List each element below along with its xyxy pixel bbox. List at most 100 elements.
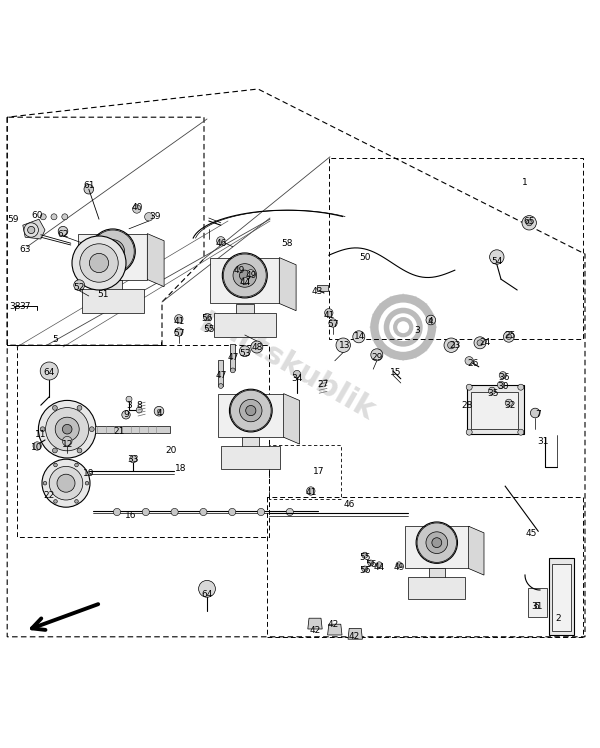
Text: 4: 4 xyxy=(156,408,162,417)
Circle shape xyxy=(376,562,382,568)
Circle shape xyxy=(526,220,532,226)
Circle shape xyxy=(89,254,109,272)
Circle shape xyxy=(89,427,94,432)
Circle shape xyxy=(91,230,134,273)
Text: 13: 13 xyxy=(339,340,351,350)
Text: 28: 28 xyxy=(461,401,472,410)
Circle shape xyxy=(77,448,82,453)
Circle shape xyxy=(75,463,78,467)
Text: 24: 24 xyxy=(479,338,490,347)
Text: 36: 36 xyxy=(498,373,510,381)
Polygon shape xyxy=(284,393,299,444)
Circle shape xyxy=(506,334,511,340)
Text: 64: 64 xyxy=(202,590,212,599)
Circle shape xyxy=(362,552,368,558)
Text: 39: 39 xyxy=(149,212,161,221)
Circle shape xyxy=(84,185,94,194)
Ellipse shape xyxy=(413,296,417,301)
Circle shape xyxy=(199,580,215,597)
Circle shape xyxy=(362,566,368,572)
Circle shape xyxy=(200,509,207,515)
Ellipse shape xyxy=(372,313,377,317)
Text: 48: 48 xyxy=(251,343,262,352)
Text: 3: 3 xyxy=(414,326,420,335)
Text: 54: 54 xyxy=(491,257,502,266)
Text: 44: 44 xyxy=(374,562,385,571)
Text: 50: 50 xyxy=(359,253,371,262)
Circle shape xyxy=(426,315,436,325)
Text: 8: 8 xyxy=(136,401,142,410)
Text: 35: 35 xyxy=(487,389,499,398)
Ellipse shape xyxy=(401,293,405,298)
Text: 56: 56 xyxy=(201,314,213,323)
Text: 49: 49 xyxy=(394,562,404,571)
Text: 37: 37 xyxy=(19,302,31,311)
Text: 47: 47 xyxy=(227,353,238,362)
Circle shape xyxy=(448,342,455,349)
Text: 65: 65 xyxy=(523,216,535,225)
Text: 53: 53 xyxy=(239,349,251,358)
Circle shape xyxy=(251,341,263,353)
Circle shape xyxy=(62,424,72,434)
Text: 31: 31 xyxy=(531,602,543,611)
Text: 21: 21 xyxy=(113,426,124,435)
Circle shape xyxy=(49,467,83,500)
Text: 58: 58 xyxy=(281,239,293,248)
Circle shape xyxy=(417,523,457,562)
Circle shape xyxy=(85,482,89,485)
Text: 9: 9 xyxy=(123,411,129,420)
Circle shape xyxy=(368,560,374,566)
Circle shape xyxy=(325,309,333,317)
Circle shape xyxy=(113,509,121,515)
Text: 45: 45 xyxy=(526,529,536,538)
Text: 25: 25 xyxy=(505,331,515,340)
Polygon shape xyxy=(348,628,362,640)
Text: 43: 43 xyxy=(311,286,322,295)
Circle shape xyxy=(175,328,183,336)
Circle shape xyxy=(286,509,293,515)
Text: 56: 56 xyxy=(365,560,377,569)
Bar xyxy=(82,289,144,313)
Text: 42: 42 xyxy=(349,632,359,641)
Text: 46: 46 xyxy=(344,500,355,509)
Circle shape xyxy=(257,509,265,515)
Text: 38: 38 xyxy=(9,302,21,311)
Circle shape xyxy=(58,227,68,236)
Circle shape xyxy=(293,370,301,378)
Text: 41: 41 xyxy=(173,316,184,325)
Circle shape xyxy=(62,214,68,220)
Text: 27: 27 xyxy=(317,380,328,389)
Polygon shape xyxy=(218,393,284,438)
Circle shape xyxy=(24,223,38,237)
Bar xyxy=(528,588,547,617)
Circle shape xyxy=(477,340,483,346)
Polygon shape xyxy=(279,257,296,310)
Text: 16: 16 xyxy=(125,510,137,520)
Circle shape xyxy=(503,331,514,342)
Text: partskublik: partskublik xyxy=(196,304,380,426)
Circle shape xyxy=(218,384,223,388)
Circle shape xyxy=(247,269,254,277)
Circle shape xyxy=(33,442,41,450)
Polygon shape xyxy=(328,624,342,635)
Text: 19: 19 xyxy=(83,468,95,477)
Circle shape xyxy=(175,315,183,323)
Circle shape xyxy=(157,409,161,413)
Circle shape xyxy=(154,406,164,416)
Circle shape xyxy=(130,456,137,463)
Text: 62: 62 xyxy=(58,230,68,239)
Text: 29: 29 xyxy=(371,353,382,362)
Text: 60: 60 xyxy=(31,210,43,219)
Ellipse shape xyxy=(370,325,374,329)
Circle shape xyxy=(474,337,486,349)
Text: 22: 22 xyxy=(44,491,55,500)
Text: 61: 61 xyxy=(83,180,95,189)
Circle shape xyxy=(426,532,448,554)
Text: 2: 2 xyxy=(555,614,561,623)
Circle shape xyxy=(233,263,257,287)
Text: 47: 47 xyxy=(215,371,226,380)
Bar xyxy=(408,577,466,599)
Ellipse shape xyxy=(413,354,417,358)
Circle shape xyxy=(488,387,496,394)
Circle shape xyxy=(522,215,536,230)
